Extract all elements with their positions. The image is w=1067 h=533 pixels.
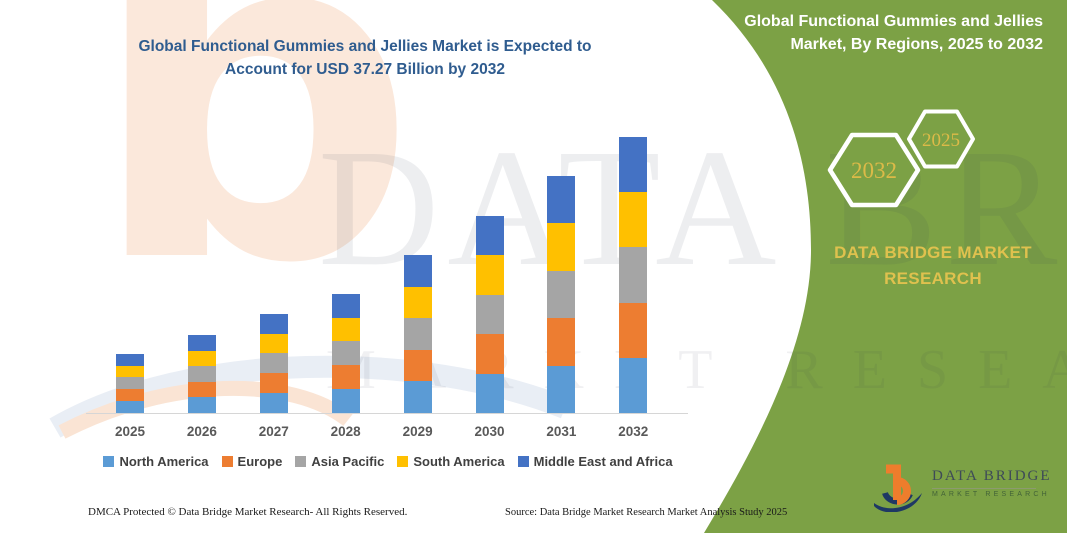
panel-heading-line2: Market, By Regions, 2025 to 2032: [790, 36, 1043, 53]
chart-title-line2: Account for USD 37.27 Billion by 2032: [225, 61, 505, 78]
hexagon-2032-label: 2032: [851, 158, 897, 183]
chart-title: Global Functional Gummies and Jellies Ma…: [85, 35, 645, 81]
stacked-bar-2026: [187, 335, 216, 413]
bar-segment-south-america: [403, 286, 432, 319]
legend-label: Europe: [237, 454, 283, 469]
legend-label: Asia Pacific: [311, 454, 385, 469]
bar-segment-asia-pacific: [403, 318, 432, 350]
logo-subtitle: MARKET RESEARCH: [932, 491, 1050, 498]
bar-segment-europe: [259, 373, 288, 394]
legend-label: Middle East and Africa: [533, 454, 673, 469]
bar-segment-asia-pacific: [259, 353, 288, 374]
legend-label: North America: [119, 454, 209, 469]
brand-heading-line2: RESEARCH: [884, 269, 982, 288]
bar-segment-asia-pacific: [116, 377, 144, 390]
panel-heading: Global Functional Gummies and Jellies Ma…: [707, 10, 1043, 56]
data-bridge-logo: DATA BRIDGE MARKET RESEARCH: [872, 460, 1052, 512]
x-axis-label-2027: 2027: [258, 424, 289, 439]
bar-segment-middle-east-and-africa: [475, 216, 504, 256]
bar-segment-middle-east-and-africa: [331, 293, 360, 318]
logo-divider: [932, 488, 1036, 489]
x-axis-label-2028: 2028: [330, 424, 361, 439]
x-axis-label-2026: 2026: [186, 424, 217, 439]
stacked-bar-2025: [116, 353, 144, 413]
bar-segment-north-america: [547, 365, 576, 413]
bar-segment-south-america: [116, 365, 144, 378]
x-axis-label-2029: 2029: [402, 424, 433, 439]
brand-heading-line1: DATA BRIDGE MARKET: [834, 243, 1032, 262]
stacked-bar-2032: [619, 137, 648, 413]
source-note: Source: Data Bridge Market Research Mark…: [505, 507, 788, 518]
chart-legend: North America Europe Asia Pacific South Ame…: [88, 454, 688, 469]
legend-swatch-icon: [103, 456, 115, 467]
hexagon-2032: 2032: [827, 132, 921, 208]
bar-segment-south-america: [259, 333, 288, 354]
legend-item-middle-east-and-africa: Middle East and Africa: [517, 454, 673, 469]
hexagon-2025-label: 2025: [922, 130, 960, 151]
bar-segment-south-america: [547, 223, 576, 271]
bar-segment-middle-east-and-africa: [547, 176, 576, 224]
bar-segment-south-america: [187, 350, 216, 367]
legend-item-north-america: North America: [103, 454, 209, 469]
bar-segment-asia-pacific: [187, 366, 216, 382]
panel-heading-line1: Global Functional Gummies and Jellies: [744, 13, 1043, 30]
bar-segment-south-america: [619, 192, 648, 248]
stacked-bar-2030: [475, 216, 504, 413]
legend-swatch-icon: [295, 456, 307, 467]
bar-segment-europe: [187, 381, 216, 398]
stacked-bar-2028: [331, 293, 360, 413]
bar-segment-europe: [331, 365, 360, 390]
dmca-notice: DMCA Protected © Data Bridge Market Rese…: [88, 506, 408, 518]
bar-segment-asia-pacific: [475, 294, 504, 335]
legend-swatch-icon: [397, 456, 409, 467]
x-axis-label-2025: 2025: [114, 424, 146, 439]
x-axis-label-2030: 2030: [474, 424, 505, 439]
bar-segment-north-america: [475, 373, 504, 413]
bar-segment-south-america: [475, 255, 504, 295]
chart-title-line1: Global Functional Gummies and Jellies Ma…: [138, 38, 592, 55]
legend-swatch-icon: [517, 456, 529, 467]
x-axis-label-2032: 2032: [618, 424, 649, 439]
legend-label: South America: [413, 454, 505, 469]
bar-segment-north-america: [259, 393, 288, 413]
bar-segment-middle-east-and-africa: [403, 255, 432, 287]
logo-name: DATA BRIDGE: [932, 468, 1052, 484]
stacked-bar-2027: [259, 313, 288, 413]
bar-segment-south-america: [331, 317, 360, 342]
bar-segment-asia-pacific: [331, 341, 360, 366]
hexagon-2025: 2025: [907, 109, 975, 169]
brand-heading: DATA BRIDGE MARKET RESEARCH: [800, 240, 1066, 292]
x-axis-line: [86, 413, 688, 414]
bar-segment-north-america: [619, 357, 648, 413]
bar-segment-asia-pacific: [619, 247, 648, 303]
data-bridge-logo-icon: [874, 464, 922, 512]
legend-item-asia-pacific: Asia Pacific: [295, 454, 384, 469]
bar-segment-europe: [116, 389, 144, 402]
bar-segment-north-america: [116, 401, 144, 413]
bar-segment-middle-east-and-africa: [259, 313, 288, 334]
bar-segment-europe: [403, 349, 432, 382]
stacked-bar-2029: [403, 255, 432, 413]
bar-segment-north-america: [331, 389, 360, 413]
bar-segment-middle-east-and-africa: [187, 335, 216, 351]
legend-item-south-america: South America: [397, 454, 505, 469]
x-axis-label-2031: 2031: [546, 424, 577, 439]
stacked-bar-2031: [547, 176, 576, 413]
legend-item-europe: Europe: [221, 454, 283, 469]
bar-segment-asia-pacific: [547, 270, 576, 319]
bar-segment-europe: [547, 318, 576, 366]
logo-wordmark: DATA BRIDGE MARKET RESEARCH: [932, 460, 1052, 498]
bar-segment-middle-east-and-africa: [116, 353, 144, 366]
bar-segment-middle-east-and-africa: [619, 137, 648, 193]
watermark-b-glyph-icon: b: [88, 0, 418, 364]
bar-segment-europe: [619, 302, 648, 358]
bar-segment-europe: [475, 334, 504, 374]
bar-segment-north-america: [187, 397, 216, 413]
legend-swatch-icon: [221, 456, 233, 467]
bar-segment-north-america: [403, 381, 432, 413]
